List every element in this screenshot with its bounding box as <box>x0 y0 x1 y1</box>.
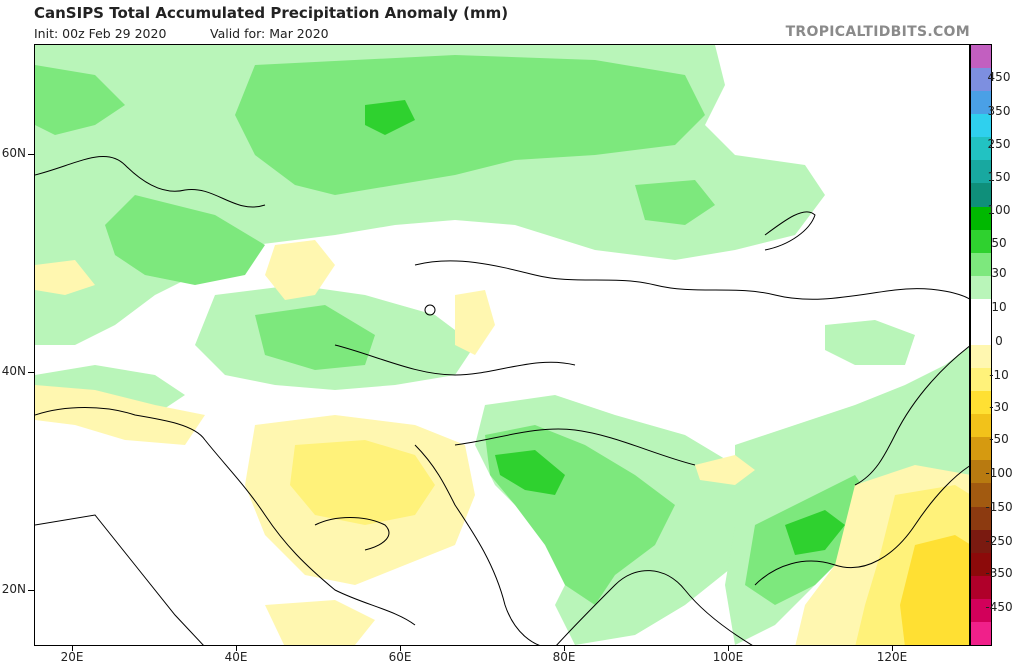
lake-outline <box>424 304 436 316</box>
color-scale-label: -100 <box>985 466 1013 480</box>
lon-label-20e: 20E <box>60 650 84 664</box>
lon-label-80e: 80E <box>552 650 576 664</box>
color-scale-cell <box>971 298 991 323</box>
color-scale-label: -450 <box>985 600 1013 614</box>
color-scale-label: -30 <box>989 400 1009 414</box>
color-scale-label: 150 <box>987 170 1011 184</box>
color-scale-label: 450 <box>987 70 1011 84</box>
color-scale-label: 30 <box>991 266 1007 280</box>
brand-watermark: TROPICALTIDBITS.COM <box>785 24 970 40</box>
color-scale-cell <box>971 391 991 415</box>
color-scale-cell <box>971 483 991 508</box>
lon-tick-100e <box>728 646 729 651</box>
color-scale-cell <box>971 621 991 646</box>
positive-anomaly-strong <box>365 100 845 555</box>
map-title: CanSIPS Total Accumulated Precipitation … <box>34 4 509 22</box>
color-scale-cell <box>971 45 991 69</box>
color-scale-label: -250 <box>985 534 1013 548</box>
color-scale-cell <box>971 114 991 138</box>
color-scale-cell <box>971 552 991 577</box>
color-scale-cell <box>971 575 991 600</box>
color-scale-cell <box>971 160 991 184</box>
color-scale-cell <box>971 275 991 300</box>
lat-tick-20n <box>28 590 34 591</box>
color-scale-label: -50 <box>989 432 1009 446</box>
precipitation-map <box>35 45 969 645</box>
lat-tick-60n <box>28 154 34 155</box>
color-scale-label: 100 <box>987 203 1011 217</box>
color-scale-cell <box>971 437 991 461</box>
lat-label-20n: 20N <box>1 582 26 596</box>
lon-label-100e: 100E <box>712 650 744 664</box>
lat-label-60n: 60N <box>1 146 26 160</box>
init-time: Init: 00z Feb 29 2020 <box>34 26 167 41</box>
color-scale-cell <box>971 598 991 623</box>
color-scale-cell <box>971 345 991 369</box>
lon-tick-20e <box>72 646 73 651</box>
lon-label-40e: 40E <box>224 650 248 664</box>
color-scale-cell <box>971 206 991 231</box>
color-scale-label: 0 <box>995 334 1003 348</box>
color-scale-cell <box>971 321 991 346</box>
color-scale-cell <box>971 506 991 531</box>
color-scale-cell <box>971 414 991 438</box>
color-scale-cell <box>971 368 991 392</box>
lon-label-60e: 60E <box>388 650 412 664</box>
color-scale-label: -350 <box>985 566 1013 580</box>
color-scale-cell <box>971 252 991 277</box>
lon-tick-40e <box>236 646 237 651</box>
lon-label-120e: 120E <box>876 650 908 664</box>
color-scale-cell <box>971 460 991 484</box>
color-scale-cell <box>971 183 991 208</box>
color-scale-cell <box>971 229 991 254</box>
map-panel <box>34 44 970 646</box>
coastlines <box>35 156 969 645</box>
lon-tick-60e <box>400 646 401 651</box>
color-scale-cell <box>971 91 991 115</box>
color-scale-label: 250 <box>987 137 1011 151</box>
lat-tick-40n <box>28 372 34 373</box>
color-scale-label: 10 <box>991 300 1007 314</box>
lon-tick-120e <box>892 646 893 651</box>
color-scale-label: 350 <box>987 104 1011 118</box>
color-scale-cell <box>971 529 991 554</box>
color-scale-label: 50 <box>991 236 1007 250</box>
valid-period: Valid for: Mar 2020 <box>210 26 329 41</box>
color-scale <box>970 44 992 646</box>
color-scale-cell <box>971 68 991 92</box>
lat-label-40n: 40N <box>1 364 26 378</box>
negative-anomaly-strong <box>900 535 969 645</box>
color-scale-cell <box>971 137 991 161</box>
color-scale-label: -150 <box>985 500 1013 514</box>
color-scale-label: -10 <box>989 368 1009 382</box>
lon-tick-80e <box>564 646 565 651</box>
